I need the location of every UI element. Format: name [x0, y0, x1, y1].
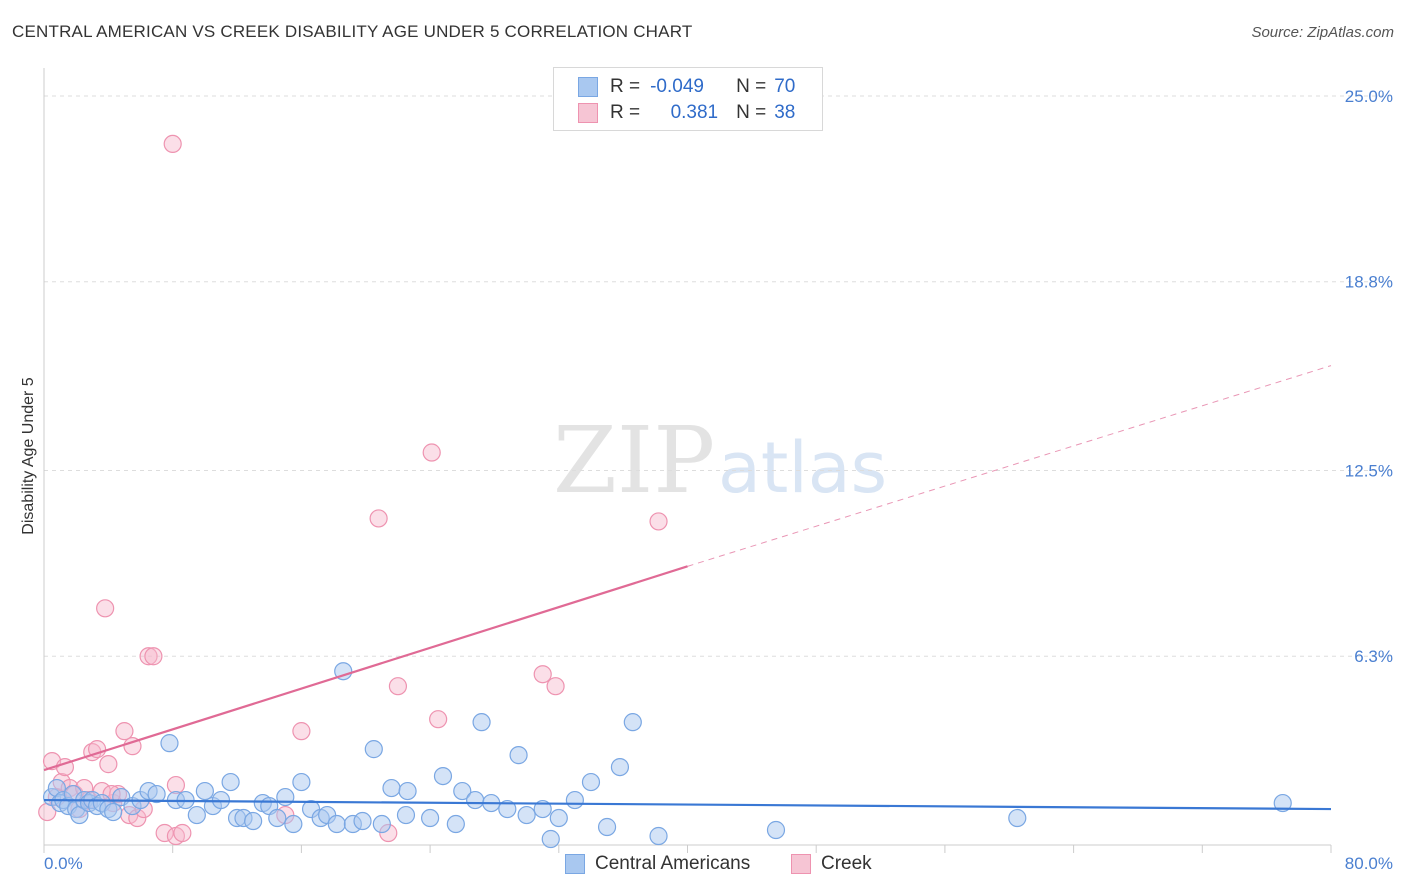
central-american-point — [433, 766, 453, 786]
central-american-point — [147, 784, 166, 804]
creek-point — [369, 509, 388, 528]
legend-n-label: N = — [736, 102, 767, 123]
central-american-point — [334, 662, 353, 681]
legend-row-creek: R = 0.381 N = 38 — [578, 100, 795, 126]
central-american-point — [244, 811, 263, 831]
central-american-point — [610, 758, 630, 777]
watermark: ZIP atlas — [553, 407, 887, 514]
central-american-point — [364, 740, 383, 759]
central-american-point — [353, 811, 372, 831]
central-american-point — [292, 772, 311, 792]
creek-point — [649, 512, 668, 531]
central-american-point — [533, 799, 552, 819]
watermark-atlas: atlas — [718, 427, 887, 509]
creek-point — [429, 710, 448, 729]
central-american-point — [565, 790, 584, 810]
central-american-point — [1008, 808, 1027, 828]
central-american-point — [372, 814, 391, 834]
creek-point — [115, 722, 134, 741]
legend-item-central: Central Americans — [565, 853, 750, 875]
creek-point — [163, 134, 182, 154]
creek-swatch-icon — [578, 103, 598, 123]
legend-row-central: R = -0.049 N = 70 — [578, 74, 795, 100]
legend-n-value: 38 — [774, 102, 796, 123]
central-american-point — [581, 772, 601, 792]
central-american-point — [766, 820, 786, 840]
watermark-zip: ZIP — [553, 407, 715, 514]
y-tick-label: 25.0% — [1345, 87, 1393, 106]
legend-r-label: R = — [610, 76, 641, 97]
correlation-legend: R = -0.049 N = 70 R = 0.381 N = 38 — [553, 67, 823, 131]
x-tick-label: 80.0% — [1345, 854, 1393, 873]
central-american-point — [398, 781, 417, 801]
central-american-point — [268, 808, 287, 828]
central-american-point — [421, 808, 440, 828]
creek-point — [388, 677, 408, 696]
legend-n-value: 70 — [774, 76, 796, 97]
legend-n-label: N = — [736, 76, 767, 97]
x-tick-label: 0.0% — [44, 854, 83, 873]
central-american-point — [211, 790, 231, 810]
chart-title: CENTRAL AMERICAN VS CREEK DISABILITY AGE… — [12, 22, 693, 41]
central-swatch-icon — [578, 77, 598, 97]
creek-point — [99, 755, 118, 774]
central-american-point — [382, 778, 401, 798]
central-american-point — [187, 805, 206, 825]
legend-central-label: Central Americans — [595, 853, 751, 874]
creek-point — [155, 823, 174, 843]
creek-point — [292, 722, 311, 741]
central-american-point — [396, 805, 416, 825]
series-legend: Central Americans Creek — [0, 851, 1406, 879]
grid — [44, 95, 1392, 657]
trend-lines — [43, 365, 1332, 811]
central-legend-icon — [565, 854, 585, 874]
central-american-point — [549, 808, 568, 828]
creek-point — [422, 443, 441, 462]
central-american-point — [104, 802, 123, 822]
creek-point — [87, 740, 107, 759]
central-american-point — [195, 781, 214, 801]
creek-point — [546, 677, 565, 696]
central-american-point — [446, 814, 465, 834]
legend-creek-label: Creek — [821, 853, 872, 874]
legend-r-value: 0.381 — [670, 102, 719, 123]
creek-trend-line — [43, 565, 688, 772]
central-american-point — [160, 734, 179, 753]
creek-legend-icon — [791, 854, 811, 874]
tick-labels: 6.3% 12.5% 18.8% 25.0% 0.0% 80.0% — [44, 87, 1393, 873]
creek-point — [173, 823, 192, 843]
central-american-trend-line — [43, 798, 1332, 811]
creek-point — [139, 647, 158, 666]
central-american-point — [498, 799, 517, 819]
central-american-points — [42, 662, 1292, 849]
central-american-point — [472, 713, 491, 732]
legend-r-value: -0.049 — [650, 76, 704, 97]
central-american-point — [466, 790, 485, 810]
legend-item-creek: Creek — [791, 853, 872, 875]
central-american-point — [517, 805, 536, 825]
central-american-point — [276, 787, 295, 807]
y-tick-label: 12.5% — [1345, 461, 1393, 480]
source-label: Source: ZipAtlas.com — [1251, 24, 1394, 41]
central-american-point — [453, 781, 472, 801]
central-american-point — [284, 814, 303, 834]
central-american-point — [221, 772, 240, 792]
creek-trend-extension — [687, 365, 1332, 567]
creek-point — [96, 599, 115, 618]
central-american-point — [597, 817, 617, 837]
axes — [43, 68, 1332, 853]
y-tick-label: 18.8% — [1345, 273, 1393, 292]
central-american-point — [623, 713, 642, 732]
central-american-point — [541, 829, 560, 849]
central-american-point — [509, 746, 528, 765]
central-american-point — [327, 814, 346, 834]
y-axis-label: Disability Age Under 5 — [20, 377, 37, 535]
legend-r-label: R = — [610, 102, 641, 123]
central-american-point — [649, 826, 668, 846]
y-tick-label: 6.3% — [1354, 647, 1393, 666]
creek-point — [144, 647, 163, 666]
central-american-point — [1273, 793, 1292, 813]
creek-point — [533, 665, 552, 684]
